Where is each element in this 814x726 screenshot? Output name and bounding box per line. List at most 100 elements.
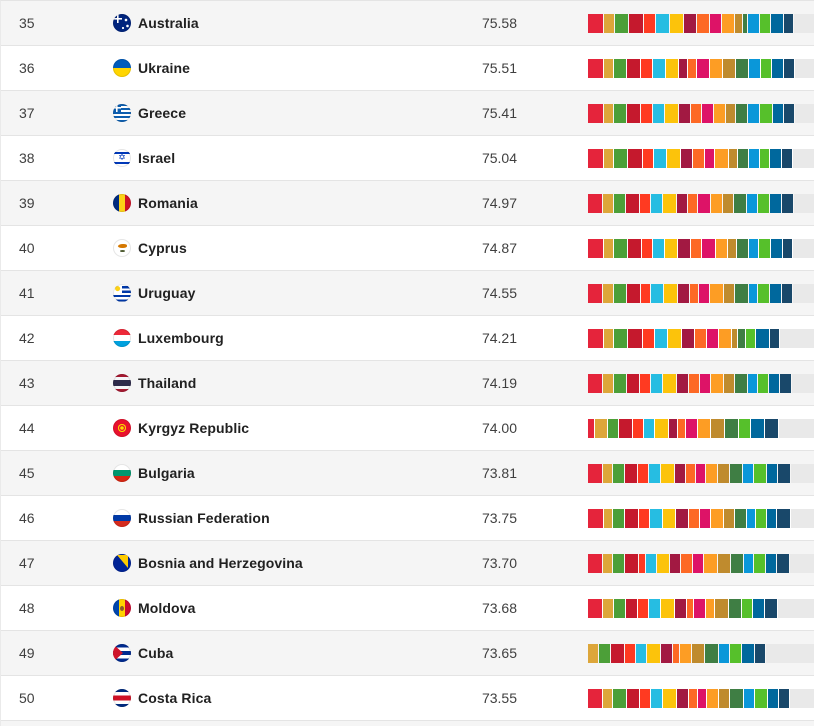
sdg-11-segment: [715, 148, 728, 168]
country-row[interactable]: 48 Moldova 73.68: [1, 586, 814, 631]
sdg-15-segment: [759, 148, 769, 168]
sdg-1-segment: [588, 418, 595, 438]
sdg-5-segment: [638, 598, 649, 618]
country-row[interactable]: 46 Russian Federation 73.75: [1, 496, 814, 541]
sdg-16-segment: [765, 553, 777, 573]
sdg-14-segment: [749, 238, 758, 258]
sdg-10-segment: [699, 508, 711, 528]
sdg-15-segment: [745, 328, 755, 348]
country-row[interactable]: 37 Greece 75.41: [1, 91, 814, 136]
country-row[interactable]: 40 Cyprus 74.87: [1, 226, 814, 271]
sdg-8-segment: [668, 418, 677, 438]
bar-remainder: [778, 598, 814, 618]
sdg-17-segment: [769, 328, 779, 348]
country-cell: Cyprus: [113, 239, 441, 257]
sdg-12-segment: [719, 688, 730, 708]
sdg-9-segment: [677, 418, 685, 438]
country-row[interactable]: 41 Uruguay 74.55: [1, 271, 814, 316]
sdg-1-segment: [588, 508, 603, 528]
sdg-2-segment: [588, 643, 598, 663]
sdg-16-segment: [772, 103, 784, 123]
country-name: Uruguay: [138, 285, 196, 301]
score-value: 73.55: [481, 690, 518, 706]
country-cell: Cuba: [113, 644, 441, 662]
sdg-14-segment: [747, 193, 758, 213]
sdg-13-segment: [738, 328, 745, 348]
sdg-13-segment: [742, 13, 748, 33]
rank-label: 37: [19, 105, 35, 121]
sdg-3-segment: [614, 328, 628, 348]
bar-remainder: [793, 193, 814, 213]
rank-label: 44: [19, 420, 35, 436]
sdg-2-segment: [603, 58, 614, 78]
sdg-13-segment: [737, 238, 749, 258]
country-row[interactable]: 38 Israel 75.04: [1, 136, 814, 181]
rank-label: 36: [19, 60, 35, 76]
bar-remainder: [793, 13, 814, 33]
sdg-3-segment: [613, 598, 625, 618]
country-row[interactable]: 36 Ukraine 75.51: [1, 46, 814, 91]
country-name: Romania: [138, 195, 198, 211]
rank-label: 43: [19, 375, 35, 391]
sdg-6-segment: [656, 13, 669, 33]
sdg-13-segment: [729, 463, 742, 483]
sdg-15-segment: [758, 283, 769, 303]
sdg-5-segment: [639, 373, 650, 393]
country-row[interactable]: 50 Costa Rica 73.55: [1, 676, 814, 721]
sdg-10-segment: [699, 373, 711, 393]
sdg-bar: [588, 238, 814, 258]
sdg-16-segment: [755, 328, 769, 348]
sdg-9-segment: [689, 283, 699, 303]
country-row[interactable]: 35 Australia 75.58: [1, 1, 814, 46]
sdg-8-segment: [683, 13, 696, 33]
country-flag-icon: [113, 104, 131, 122]
country-name: Cuba: [138, 645, 174, 661]
rank-label: 48: [19, 600, 35, 616]
sdg-3-segment: [613, 103, 626, 123]
bar-remainder: [779, 328, 814, 348]
sdg-15-segment: [759, 13, 770, 33]
sdg-bar-cell: [558, 283, 814, 303]
country-row[interactable]: 47 Bosnia and Herzegovina 73.70: [1, 541, 814, 586]
sdg-11-segment: [721, 13, 734, 33]
sdg-13-segment: [735, 283, 748, 303]
sdg-17-segment: [777, 508, 790, 528]
sdg-10-segment: [698, 688, 706, 708]
country-flag-icon: [113, 374, 131, 392]
sdg-5-segment: [644, 13, 656, 33]
sdg-6-segment: [649, 598, 660, 618]
sdg-bar: [588, 688, 814, 708]
sdg-8-segment: [678, 283, 689, 303]
sdg-16-segment: [768, 688, 779, 708]
sdg-12-segment: [711, 418, 724, 438]
sdg-7-segment: [664, 238, 678, 258]
sdg-4-segment: [626, 373, 639, 393]
sdg-8-segment: [676, 193, 688, 213]
sdg-7-segment: [660, 598, 674, 618]
country-cell: Romania: [113, 194, 441, 212]
bar-remainder: [790, 508, 814, 528]
sdg-11-segment: [704, 553, 718, 573]
sdg-2-segment: [603, 508, 613, 528]
country-row[interactable]: 42 Luxembourg 74.21: [1, 316, 814, 361]
sdg-bar-cell: [558, 688, 814, 708]
sdg-5-segment: [640, 193, 650, 213]
country-row[interactable]: 43 Thailand 74.19: [1, 361, 814, 406]
country-flag-icon: [113, 509, 131, 527]
sdg-8-segment: [681, 328, 694, 348]
sdg-16-segment: [769, 283, 781, 303]
sdg-5-segment: [625, 643, 636, 663]
sdg-13-segment: [730, 553, 743, 573]
country-row[interactable]: 49 Cuba 73.65: [1, 631, 814, 676]
sdg-5-segment: [641, 103, 652, 123]
sdg-6-segment: [650, 193, 663, 213]
country-row[interactable]: 44 Kyrgyz Republic 74.00: [1, 406, 814, 451]
sdg-16-segment: [767, 508, 777, 528]
sdg-9-segment: [686, 598, 693, 618]
sdg-bar-cell: [558, 238, 814, 258]
country-row[interactable]: 45 Bulgaria 73.81: [1, 451, 814, 496]
sdg-15-segment: [755, 508, 767, 528]
sdg-7-segment: [669, 13, 683, 33]
country-row[interactable]: 39 Romania 74.97: [1, 181, 814, 226]
